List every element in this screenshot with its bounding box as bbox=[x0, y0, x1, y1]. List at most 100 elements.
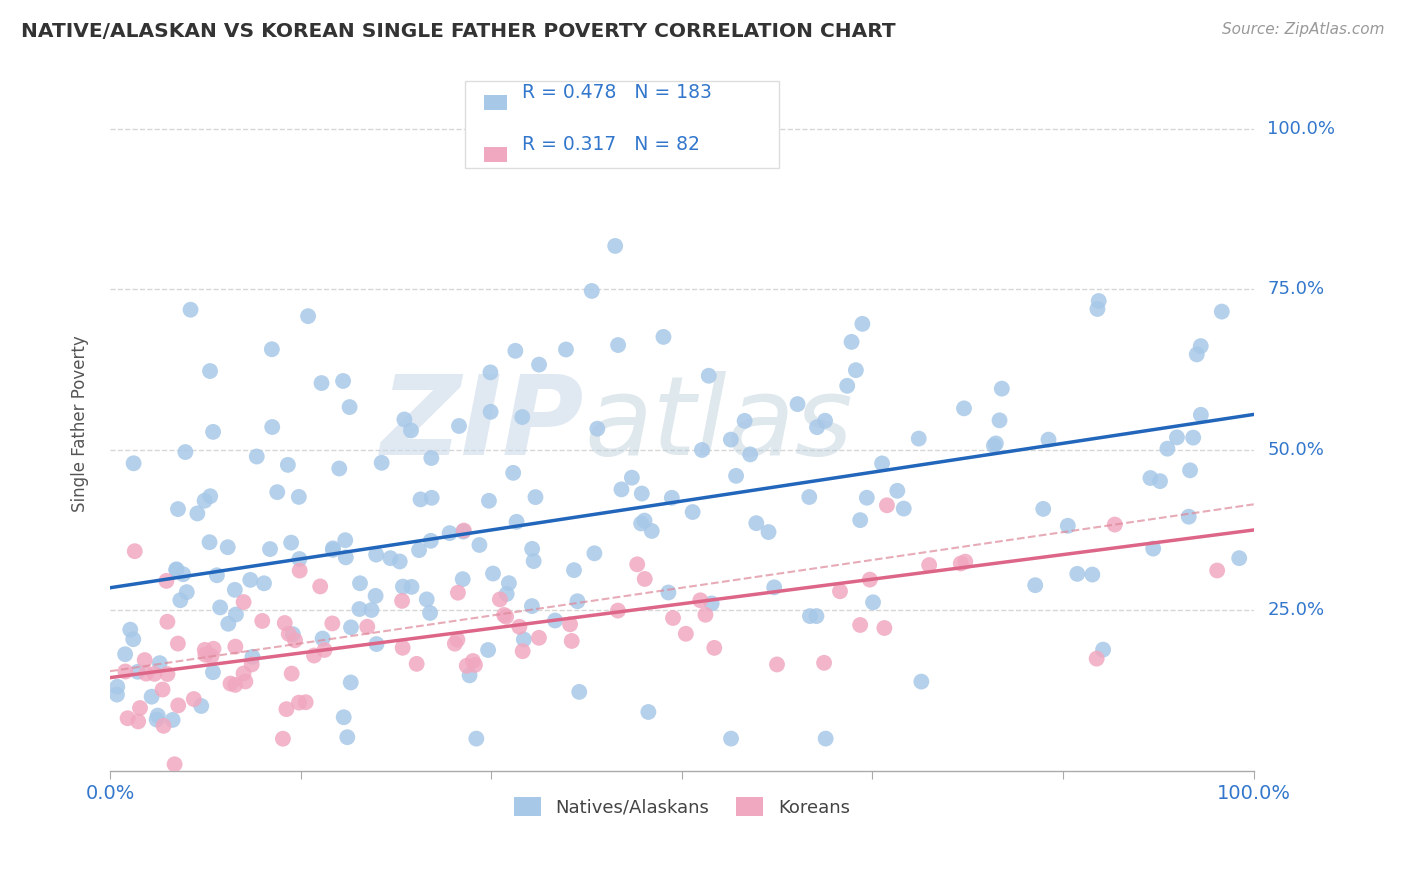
Point bbox=[567, 594, 589, 608]
Point bbox=[167, 502, 190, 516]
Point bbox=[260, 343, 283, 357]
Point bbox=[689, 593, 711, 607]
Point bbox=[498, 576, 520, 591]
Point bbox=[288, 552, 311, 566]
Point bbox=[953, 401, 976, 416]
Point bbox=[443, 637, 465, 651]
Point bbox=[1038, 433, 1060, 447]
Point bbox=[420, 451, 443, 466]
FancyBboxPatch shape bbox=[484, 146, 506, 161]
Point bbox=[862, 595, 884, 609]
Point bbox=[202, 425, 225, 439]
Point bbox=[340, 620, 363, 634]
Point bbox=[380, 551, 402, 566]
Point bbox=[453, 524, 475, 538]
Point bbox=[814, 414, 837, 428]
Point bbox=[162, 713, 184, 727]
Point bbox=[725, 468, 748, 483]
Point bbox=[271, 731, 294, 746]
Point bbox=[720, 731, 742, 746]
Point bbox=[955, 555, 977, 569]
Point bbox=[505, 515, 527, 529]
Point bbox=[280, 535, 302, 549]
Text: atlas: atlas bbox=[585, 370, 853, 477]
Point bbox=[200, 648, 222, 663]
Point bbox=[156, 667, 179, 681]
Point bbox=[870, 457, 893, 471]
Point bbox=[259, 542, 281, 557]
Point bbox=[194, 643, 217, 657]
Point bbox=[332, 710, 354, 724]
Point bbox=[477, 643, 499, 657]
Point bbox=[416, 592, 439, 607]
Point bbox=[586, 422, 609, 436]
Point bbox=[893, 501, 915, 516]
Text: Source: ZipAtlas.com: Source: ZipAtlas.com bbox=[1222, 22, 1385, 37]
Point bbox=[607, 338, 630, 352]
Point bbox=[1185, 347, 1208, 361]
Point bbox=[134, 653, 156, 667]
Point bbox=[391, 594, 413, 608]
Point bbox=[562, 563, 585, 577]
Point bbox=[152, 682, 174, 697]
Point bbox=[288, 564, 311, 578]
Point bbox=[152, 719, 174, 733]
Point bbox=[690, 442, 713, 457]
Point bbox=[451, 524, 474, 539]
Point bbox=[232, 595, 254, 609]
Text: NATIVE/ALASKAN VS KOREAN SINGLE FATHER POVERTY CORRELATION CHART: NATIVE/ALASKAN VS KOREAN SINGLE FATHER P… bbox=[21, 22, 896, 41]
Point bbox=[1149, 474, 1171, 488]
Point bbox=[849, 618, 872, 632]
Point bbox=[311, 632, 333, 646]
Point bbox=[568, 685, 591, 699]
Point bbox=[610, 483, 633, 497]
Point bbox=[1177, 509, 1199, 524]
Point bbox=[876, 498, 898, 512]
Point bbox=[276, 702, 298, 716]
Point bbox=[464, 657, 486, 672]
Point bbox=[288, 490, 311, 504]
Point bbox=[253, 576, 276, 591]
Point bbox=[366, 548, 388, 562]
Point bbox=[508, 620, 530, 634]
Point bbox=[465, 731, 488, 746]
Point bbox=[494, 607, 516, 622]
Point bbox=[309, 579, 332, 593]
Point bbox=[388, 554, 411, 568]
Point bbox=[209, 600, 232, 615]
Point bbox=[763, 580, 786, 594]
Point bbox=[190, 698, 212, 713]
Point bbox=[527, 358, 550, 372]
Point bbox=[447, 419, 470, 434]
Point bbox=[620, 471, 643, 485]
Point bbox=[1156, 442, 1178, 456]
Point bbox=[322, 541, 344, 556]
Point bbox=[720, 433, 742, 447]
Point bbox=[1189, 339, 1212, 353]
Point bbox=[682, 505, 704, 519]
Point bbox=[328, 461, 350, 475]
Point bbox=[1087, 301, 1109, 316]
Point bbox=[1182, 431, 1205, 445]
Point bbox=[122, 632, 145, 647]
Point bbox=[172, 567, 194, 582]
Point bbox=[652, 330, 675, 344]
Point bbox=[356, 620, 378, 634]
Point bbox=[991, 382, 1014, 396]
Point bbox=[163, 757, 186, 772]
Point bbox=[183, 692, 205, 706]
Point bbox=[284, 633, 307, 648]
Point bbox=[120, 623, 142, 637]
Point bbox=[225, 607, 247, 622]
Point bbox=[849, 513, 872, 527]
Point bbox=[419, 533, 441, 548]
Point bbox=[252, 614, 274, 628]
Point bbox=[555, 343, 578, 357]
Point bbox=[242, 649, 264, 664]
Point bbox=[409, 492, 432, 507]
Point bbox=[198, 535, 221, 549]
Point bbox=[606, 604, 628, 618]
Point bbox=[510, 410, 533, 425]
Point bbox=[174, 445, 197, 459]
Point bbox=[662, 611, 685, 625]
